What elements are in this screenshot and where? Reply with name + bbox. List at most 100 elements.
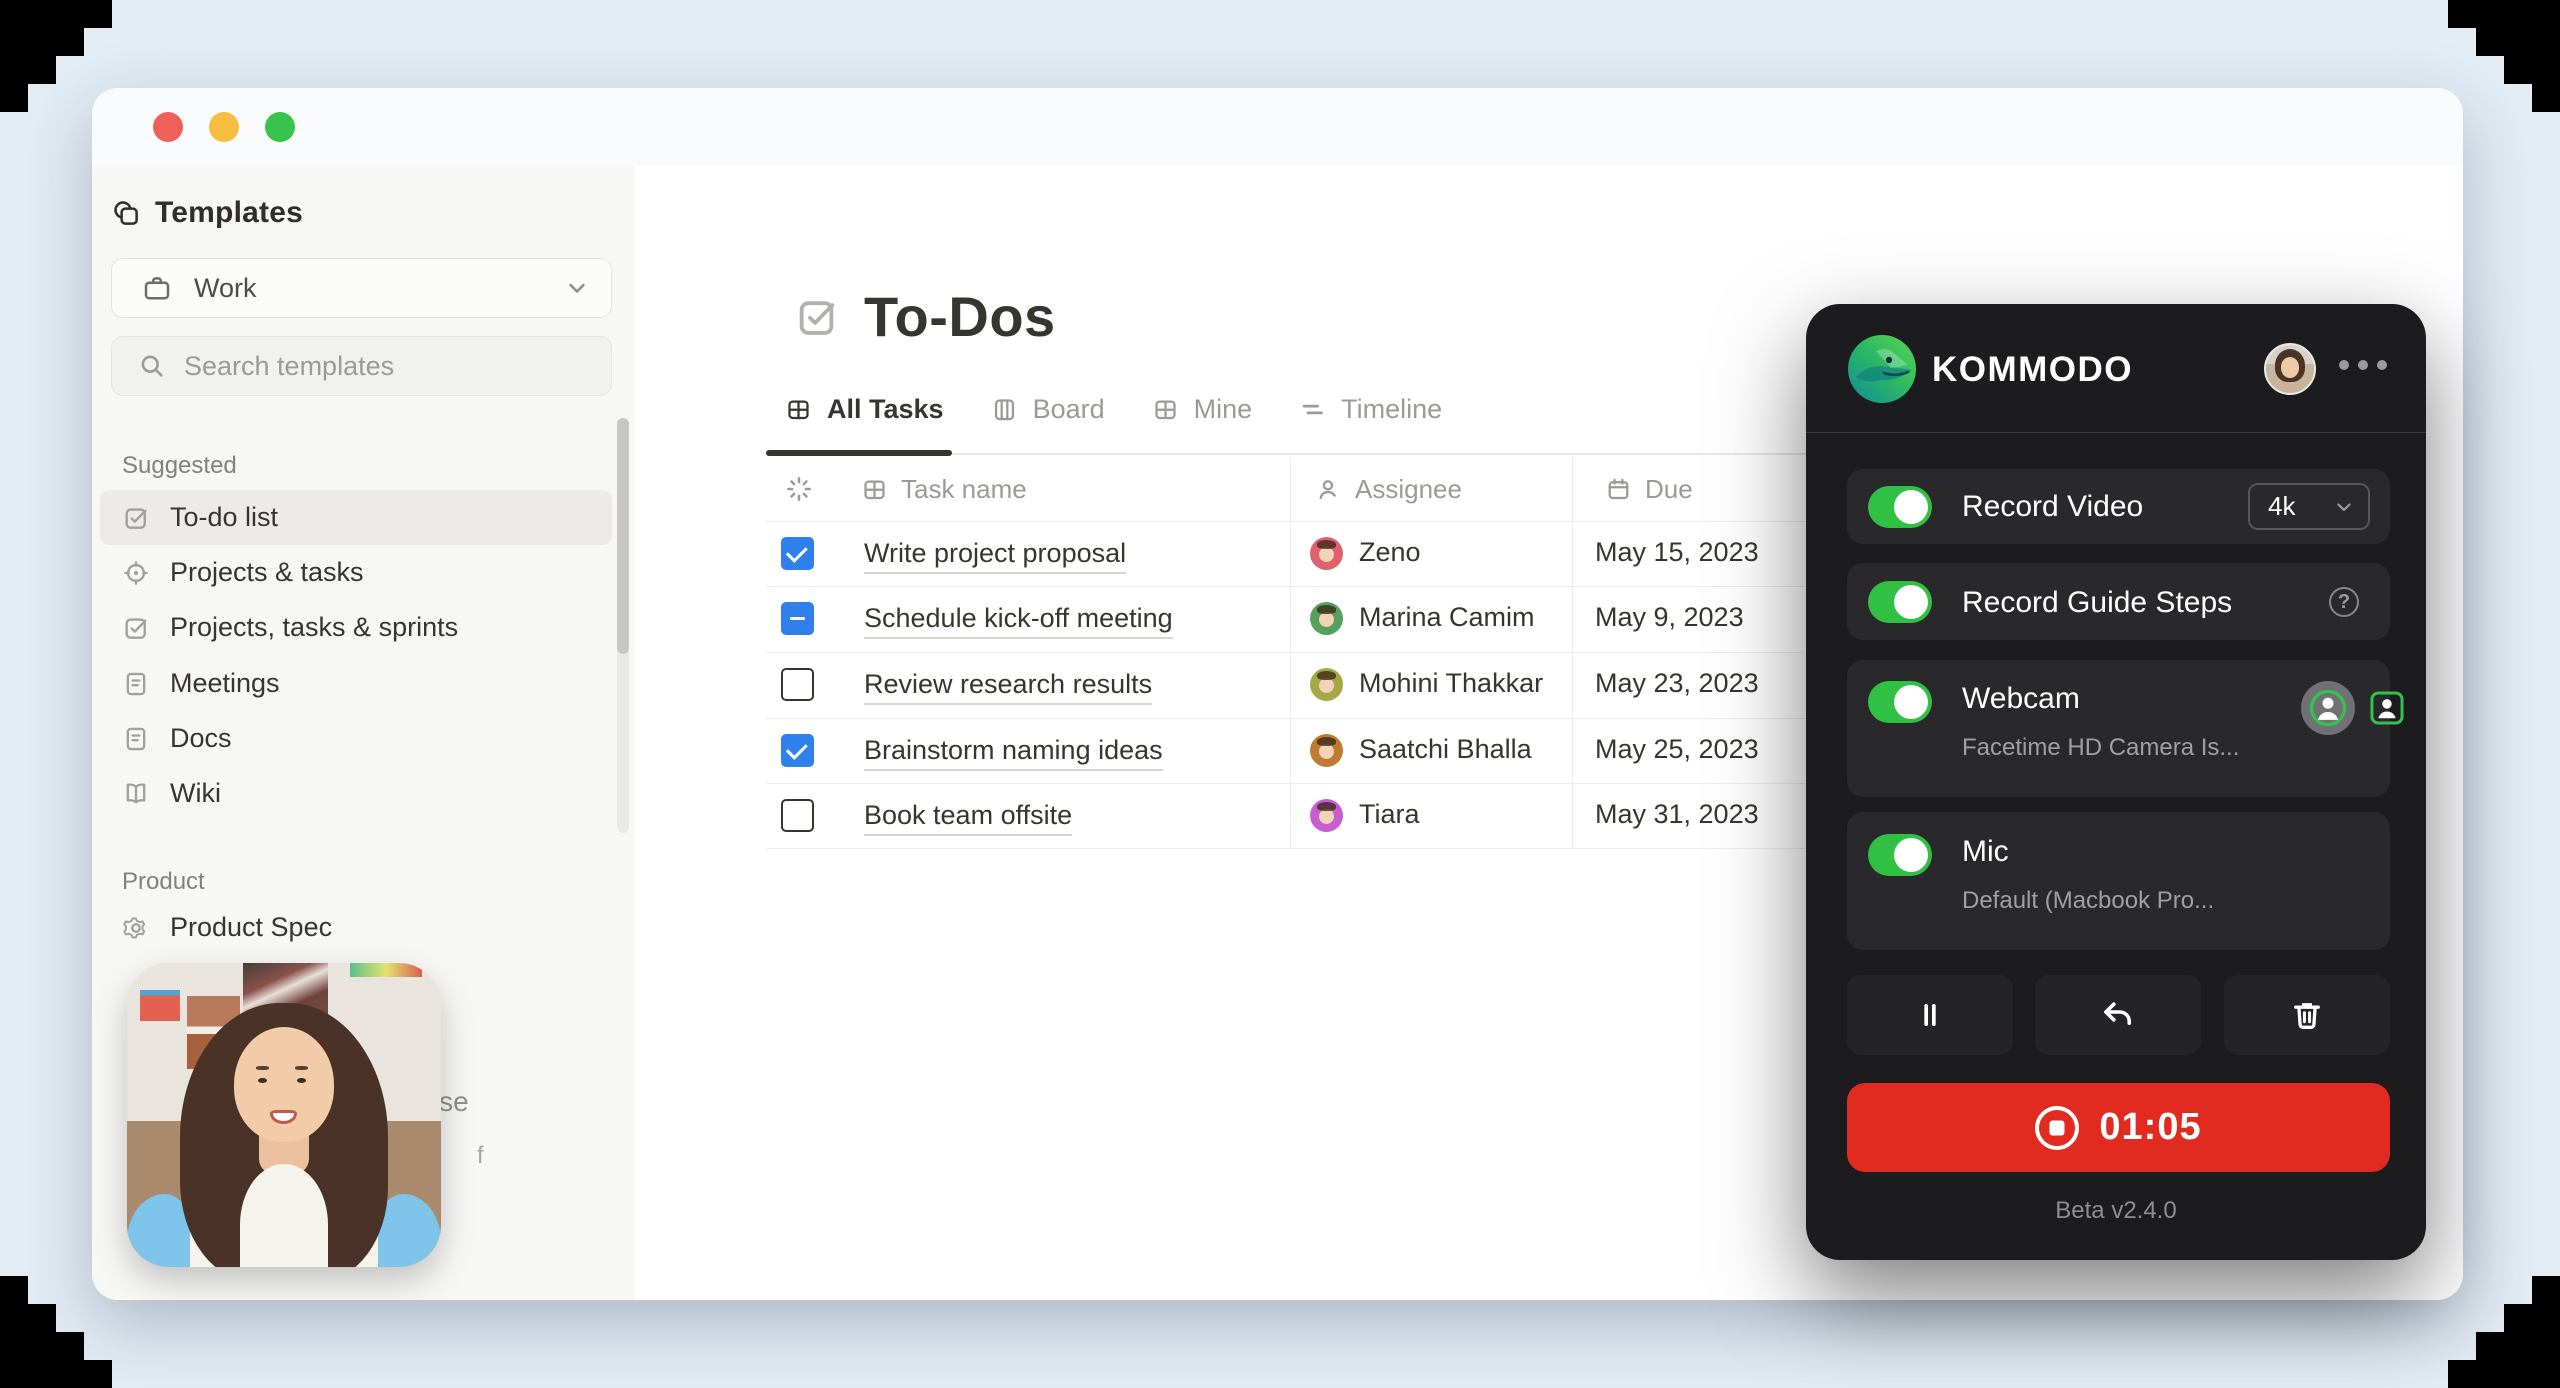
chevron-down-icon xyxy=(2332,495,2356,519)
mic-device-name: Default (Macbook Pro... xyxy=(1962,887,2215,914)
assignee-avatar xyxy=(1310,602,1343,635)
tab-label: Board xyxy=(1032,394,1105,424)
table-row: Review research results Mohini Thakkar M… xyxy=(766,652,1808,717)
maximize-window-button[interactable] xyxy=(265,112,295,142)
tab-all-tasks[interactable]: All Tasks xyxy=(785,394,944,425)
stop-recording-button[interactable]: 01:05 xyxy=(1847,1083,2390,1172)
record-guide-steps-toggle[interactable] xyxy=(1868,581,1932,623)
task-checkbox[interactable] xyxy=(781,602,814,635)
assignee-avatar xyxy=(1310,799,1343,832)
task-checkbox[interactable] xyxy=(781,734,814,767)
webcam-face-detail xyxy=(255,1066,269,1070)
webcam-face-detail xyxy=(269,1109,298,1124)
restart-button[interactable] xyxy=(2035,975,2201,1055)
sidebar-item-label: Meetings xyxy=(170,668,280,698)
calendar-icon xyxy=(1605,476,1632,503)
column-label: Assignee xyxy=(1355,473,1462,504)
more-options-button[interactable] xyxy=(2339,360,2387,370)
column-header-task-name[interactable]: Task name xyxy=(861,457,1027,521)
workspace-label: Work xyxy=(194,272,257,303)
kommodo-recorder-panel: KOMMODO Record Video 4k Record Guide Ste… xyxy=(1806,304,2426,1260)
record-video-toggle[interactable] xyxy=(1868,486,1932,528)
webcam-toggle[interactable] xyxy=(1868,681,1932,723)
tab-timeline[interactable]: Timeline xyxy=(1299,394,1442,425)
row-divider xyxy=(766,652,1808,653)
section-label-product: Product xyxy=(122,868,205,895)
templates-icon xyxy=(111,198,141,228)
kommodo-logo-icon xyxy=(1848,335,1916,403)
webcam-preview[interactable] xyxy=(127,963,441,1267)
setting-row-record-guide-steps: Record Guide Steps ? xyxy=(1847,563,2390,640)
pause-button[interactable] xyxy=(1847,975,2013,1055)
webcam-device-name: Facetime HD Camera Is... xyxy=(1962,734,2240,761)
task-link[interactable]: Review research results xyxy=(864,669,1153,705)
sidebar-item-product-spec[interactable]: Product Spec xyxy=(100,900,612,955)
task-checkbox[interactable] xyxy=(781,799,814,832)
sidebar-item-meetings[interactable]: Meetings xyxy=(100,656,612,711)
sidebar-item-label: Wiki xyxy=(170,778,221,808)
webcam-poster xyxy=(349,963,423,977)
window-titlebar xyxy=(92,88,2463,166)
sidebar-scrollbar-thumb[interactable] xyxy=(617,418,629,654)
sidebar-item-projects-tasks[interactable]: Projects & tasks xyxy=(100,545,612,600)
task-link[interactable]: Brainstorm naming ideas xyxy=(864,735,1163,771)
task-link[interactable]: Schedule kick-off meeting xyxy=(864,603,1173,639)
tab-mine[interactable]: Mine xyxy=(1152,394,1252,425)
webcam-person-shirt xyxy=(240,1163,328,1267)
row-divider xyxy=(766,521,1808,522)
setting-label: Record Guide Steps xyxy=(1962,586,2233,619)
table-icon xyxy=(861,476,888,503)
sidebar-item-label: Projects & tasks xyxy=(170,557,364,587)
help-icon[interactable]: ? xyxy=(2329,587,2359,617)
sidebar-item-to-do-list[interactable]: To-do list xyxy=(100,490,612,545)
task-link[interactable]: Book team offsite xyxy=(864,800,1073,836)
search-templates-input[interactable]: Search templates xyxy=(111,336,612,396)
sidebar-item-docs[interactable]: Docs xyxy=(100,711,612,766)
column-header-assignee[interactable]: Assignee xyxy=(1315,457,1462,521)
sidebar-item-projects-tasks-sprints[interactable]: Projects, tasks & sprints xyxy=(100,600,612,655)
assignee-avatar xyxy=(1310,668,1343,701)
page-title: To-Dos xyxy=(864,285,1056,348)
table-header: Task name Assignee Due xyxy=(766,457,1808,521)
sidebar-item-wiki[interactable]: Wiki xyxy=(100,766,612,821)
webcam-face-detail xyxy=(297,1077,307,1083)
tab-label: All Tasks xyxy=(827,394,944,424)
task-link[interactable]: Write project proposal xyxy=(864,538,1127,574)
row-divider xyxy=(766,586,1808,587)
assignee-name: Marina Camim xyxy=(1359,602,1535,632)
webcam-shape-square-button[interactable] xyxy=(2368,689,2406,727)
sidebar-scrollbar-track[interactable] xyxy=(617,418,629,833)
sidebar-item-label: To-do list xyxy=(170,502,279,532)
row-divider xyxy=(766,848,1808,849)
due-date: May 15, 2023 xyxy=(1595,537,1759,567)
assignee-name: Zeno xyxy=(1359,537,1421,567)
column-header-due[interactable]: Due xyxy=(1605,457,1693,521)
minimize-window-button[interactable] xyxy=(209,112,239,142)
mic-toggle[interactable] xyxy=(1868,834,1932,876)
user-avatar[interactable] xyxy=(2264,343,2316,395)
assignee-avatar xyxy=(1310,734,1343,767)
document-icon xyxy=(122,670,150,698)
delete-recording-button[interactable] xyxy=(2224,975,2390,1055)
column-label: Due xyxy=(1645,473,1693,504)
table-top-border xyxy=(952,453,1808,455)
assignee-avatar xyxy=(1310,537,1343,570)
task-checkbox[interactable] xyxy=(781,668,814,701)
stop-icon xyxy=(2035,1105,2080,1150)
gear-icon xyxy=(122,914,150,942)
workspace-selector[interactable]: Work xyxy=(111,258,612,318)
assignee-name: Mohini Thakkar xyxy=(1359,668,1544,698)
resolution-dropdown[interactable]: 4k xyxy=(2248,483,2370,530)
search-placeholder: Search templates xyxy=(184,350,395,381)
table-row: Schedule kick-off meeting Marina Camim M… xyxy=(766,586,1808,651)
recording-timer: 01:05 xyxy=(2099,1106,2202,1148)
tab-board[interactable]: Board xyxy=(991,394,1105,425)
recorder-header: KOMMODO xyxy=(1806,304,2426,433)
due-date: May 25, 2023 xyxy=(1595,734,1759,764)
close-window-button[interactable] xyxy=(153,112,183,142)
task-checkbox[interactable] xyxy=(781,537,814,570)
row-divider xyxy=(766,783,1808,784)
webcam-shape-circle-button[interactable] xyxy=(2301,681,2355,735)
webcam-person-face xyxy=(233,1026,335,1143)
section-label-suggested: Suggested xyxy=(122,452,237,479)
